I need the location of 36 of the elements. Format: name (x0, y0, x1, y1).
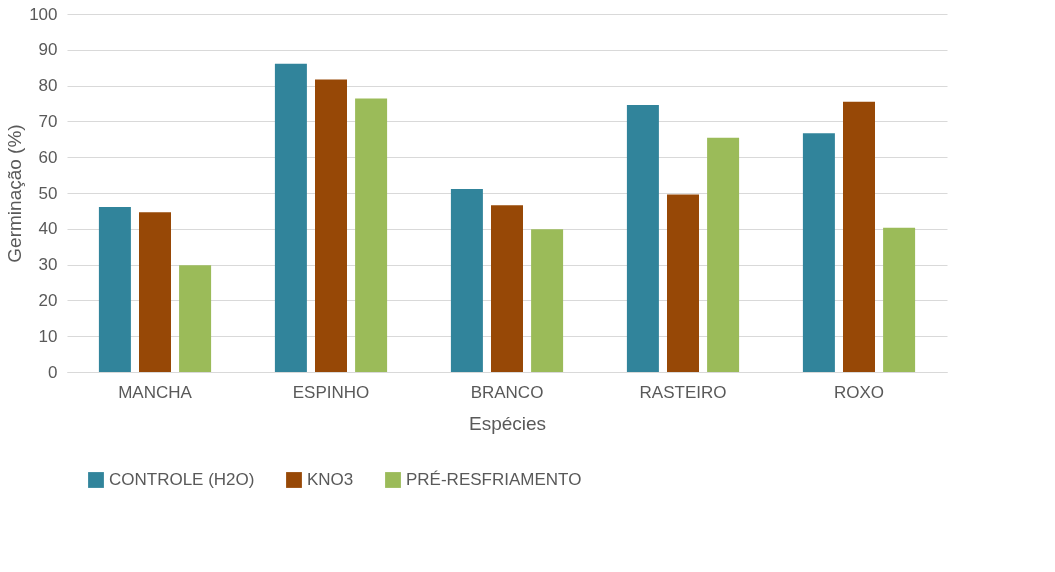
y-axis-title: Germinação (%) (4, 124, 26, 263)
y-tick-label: 10 (38, 326, 58, 346)
x-tick-label: ROXO (833, 382, 885, 402)
y-tick-label: 50 (38, 183, 58, 203)
x-tick-label: RASTEIRO (639, 382, 727, 402)
bar (450, 189, 483, 372)
y-tick-label: 90 (38, 40, 58, 60)
legend-label: PRÉ-RESFRIAMENTO (406, 470, 582, 489)
y-tick-label: 60 (38, 147, 58, 167)
x-tick-label: BRANCO (470, 382, 544, 402)
bar (843, 101, 875, 372)
bar (667, 194, 699, 372)
bar (274, 63, 307, 372)
bar (883, 227, 916, 372)
legend-label: CONTROLE (H2O) (109, 470, 255, 489)
y-tick-label: 100 (29, 4, 58, 24)
x-tick-label: ESPINHO (292, 382, 370, 402)
y-tick-label: 30 (38, 255, 58, 275)
bar (139, 212, 171, 372)
bar (707, 137, 740, 372)
y-tick-label: 80 (38, 76, 58, 96)
bar (626, 104, 659, 372)
bar (355, 98, 388, 372)
x-tick-label: MANCHA (118, 382, 193, 402)
bar (315, 79, 347, 372)
x-axis-title: Espécies (468, 412, 547, 434)
bar (98, 206, 131, 372)
legend-label: KNO3 (307, 470, 354, 489)
bar (491, 205, 523, 372)
bar (179, 265, 212, 372)
y-tick-label: 70 (38, 111, 58, 131)
bar (531, 229, 564, 372)
y-tick-label: 0 (48, 362, 58, 382)
y-tick-label: 40 (38, 219, 58, 239)
y-tick-label: 20 (38, 290, 58, 310)
bar (802, 133, 835, 372)
